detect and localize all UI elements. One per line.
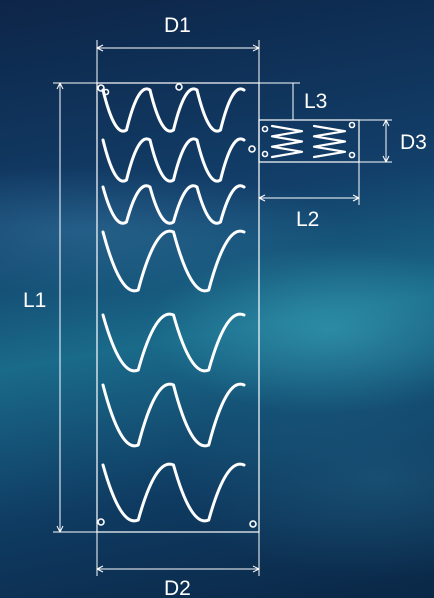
- side-branch-zigzag-1: [270, 124, 304, 159]
- stent-ring-1: [101, 87, 246, 133]
- stent-ring-6: [101, 382, 246, 448]
- marker-bottom-right: [249, 520, 257, 528]
- marker-right-mid: [248, 145, 256, 153]
- marker-top-left-2: [102, 88, 110, 96]
- radiopaque-markers: [97, 83, 356, 528]
- dimension-l1: L1: [23, 82, 97, 533]
- marker-bottom-left: [97, 518, 105, 526]
- label-l1: L1: [23, 289, 46, 312]
- label-d1: D1: [164, 14, 191, 37]
- label-l2: L2: [296, 208, 319, 231]
- side-branch-zigzag-2: [312, 124, 347, 159]
- stent-ring-3: [101, 184, 246, 225]
- marker-side-top-left: [261, 125, 269, 133]
- side-branch-body: [258, 119, 360, 163]
- stent-ring-2: [101, 137, 246, 183]
- main-stent-body: [96, 82, 260, 533]
- marker-side-top-right: [348, 121, 356, 129]
- dimension-l3: L3: [259, 82, 327, 121]
- dimension-d2: D2: [96, 532, 260, 598]
- marker-top-center: [175, 83, 183, 91]
- label-d2: D2: [164, 577, 191, 598]
- marker-side-bottom-right: [348, 151, 356, 159]
- dimension-l2: L2: [258, 162, 360, 231]
- marker-top-left: [97, 84, 105, 92]
- dimension-d3: D3: [359, 119, 427, 163]
- marker-side-bottom-left: [261, 150, 269, 158]
- side-branch-ring: [270, 124, 347, 159]
- stent-ring-4: [101, 229, 246, 293]
- label-d3: D3: [400, 131, 427, 154]
- dimension-d1: D1: [96, 14, 260, 83]
- main-stent-rings: [101, 87, 246, 523]
- stent-ring-5: [101, 312, 246, 373]
- label-l3: L3: [304, 90, 327, 113]
- stent-ring-7: [101, 462, 246, 523]
